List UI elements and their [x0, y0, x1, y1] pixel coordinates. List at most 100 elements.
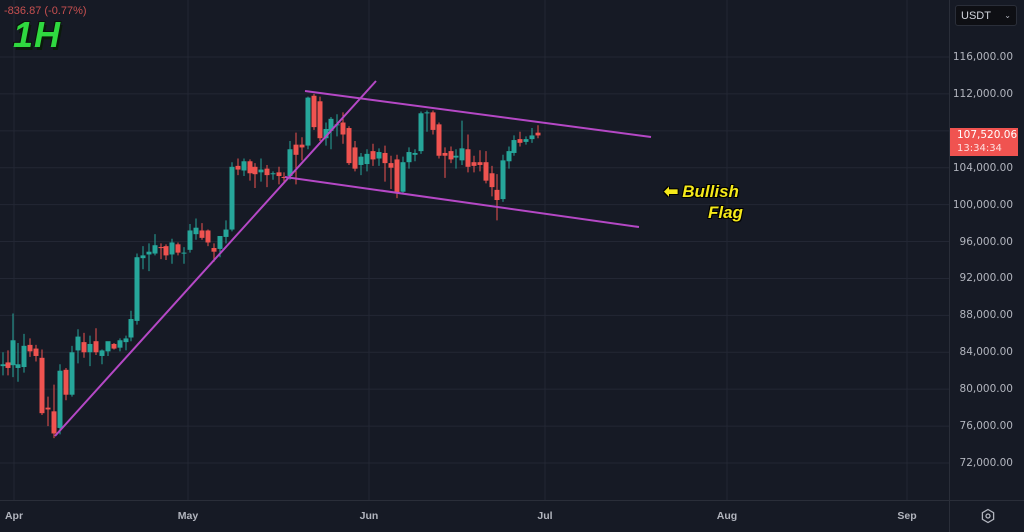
- rising-support-line[interactable]: [54, 80, 377, 437]
- candle: [51, 384, 57, 439]
- candle: [93, 328, 99, 356]
- candle: [299, 137, 305, 161]
- flag-upper-line[interactable]: [304, 90, 652, 138]
- candle: [75, 329, 81, 364]
- last-price-label: 107,520.06 13:34:34: [950, 128, 1018, 156]
- candle: [15, 343, 21, 382]
- chart-grid: [0, 0, 949, 500]
- candle: [517, 131, 523, 147]
- candle: [105, 341, 111, 356]
- candle: [152, 234, 158, 256]
- candle-countdown: 13:34:34: [957, 143, 1002, 154]
- price-tick-label: 72,000.00: [959, 457, 1013, 469]
- candle: [376, 148, 382, 166]
- price-tick-label: 80,000.00: [959, 383, 1013, 396]
- candle: [63, 367, 69, 401]
- candle: [465, 134, 471, 173]
- candle: [352, 140, 358, 172]
- time-tick-label: Jul: [537, 510, 553, 522]
- candle: [252, 163, 258, 189]
- candle: [33, 344, 39, 362]
- candle: [535, 125, 541, 139]
- time-tick-label: Sep: [897, 510, 917, 522]
- candle: [175, 242, 181, 256]
- candle: [223, 220, 229, 244]
- candle: [406, 147, 412, 169]
- candle: [241, 158, 247, 177]
- time-tick-label: Aug: [716, 510, 738, 522]
- candle: [21, 333, 27, 373]
- candle: [134, 253, 140, 325]
- candle: [358, 152, 364, 176]
- candle: [205, 229, 211, 247]
- candle: [500, 154, 506, 202]
- candle: [287, 140, 293, 180]
- candle: [27, 338, 33, 357]
- candle: [523, 136, 529, 145]
- candle: [471, 155, 477, 173]
- candle: [270, 171, 276, 180]
- axis-corner: [949, 500, 1024, 532]
- candle: [69, 345, 75, 397]
- time-tick-label: May: [177, 510, 199, 522]
- candle: [483, 151, 489, 184]
- candle: [489, 165, 495, 197]
- candles: [0, 93, 541, 439]
- price-tick-label: 88,000.00: [959, 309, 1013, 322]
- timeframe-label: 1H: [13, 14, 62, 55]
- candle: [453, 149, 459, 169]
- candle: [10, 313, 16, 378]
- price-tick-label: 116,000.00: [952, 51, 1013, 63]
- currency-select[interactable]: USDT ⌄: [955, 5, 1017, 26]
- candle: [229, 162, 235, 232]
- candle: [276, 166, 282, 185]
- candle: [146, 243, 152, 272]
- candle: [418, 111, 424, 154]
- candle: [293, 132, 299, 185]
- candle: [477, 150, 483, 172]
- price-tick-label: 100,000.00: [952, 198, 1013, 211]
- candle: [117, 338, 123, 352]
- candle: [0, 352, 6, 376]
- currency-value: USDT: [961, 9, 991, 22]
- candle: [305, 96, 311, 150]
- candle: [99, 349, 105, 365]
- candle: [158, 243, 164, 260]
- trendlines[interactable]: [54, 80, 652, 437]
- bullish-flag-annotation: ⬅ Bullish Flag: [664, 181, 743, 223]
- candle: [87, 335, 93, 367]
- candle: [111, 343, 117, 350]
- candle: [247, 159, 253, 181]
- candle: [181, 247, 187, 264]
- candle: [5, 350, 11, 376]
- candle: [494, 174, 500, 221]
- chevron-down-icon: ⌄: [1004, 11, 1011, 20]
- annotation-line1: Bullish: [682, 182, 739, 201]
- annotation-line2: Flag: [708, 203, 743, 222]
- price-tick-label: 92,000.00: [959, 272, 1013, 285]
- price-change: -836.87 (-0.77%): [4, 5, 87, 17]
- candle: [311, 93, 317, 130]
- candle: [328, 116, 334, 150]
- candle: [39, 349, 45, 416]
- price-tick-label: 96,000.00: [959, 235, 1013, 248]
- candle: [529, 128, 535, 143]
- price-tick-label: 76,000.00: [959, 420, 1013, 433]
- candle: [317, 96, 323, 141]
- price-axis[interactable]: 116,000.00 112,000.00 104,000.00 100,000.00…: [949, 0, 1024, 500]
- candle: [123, 335, 129, 351]
- candle: [163, 244, 169, 260]
- time-axis[interactable]: Apr May Jun Jul Aug Sep: [0, 500, 949, 532]
- candle: [199, 223, 205, 240]
- candle: [281, 172, 287, 183]
- candle: [57, 364, 63, 435]
- flag-lower-line[interactable]: [284, 176, 640, 228]
- candle: [364, 149, 370, 172]
- candle: [424, 110, 430, 132]
- candle: [394, 154, 400, 199]
- settings-icon[interactable]: [980, 508, 996, 524]
- candle: [81, 332, 87, 358]
- candle: [193, 218, 199, 240]
- time-tick-label: Apr: [4, 510, 24, 522]
